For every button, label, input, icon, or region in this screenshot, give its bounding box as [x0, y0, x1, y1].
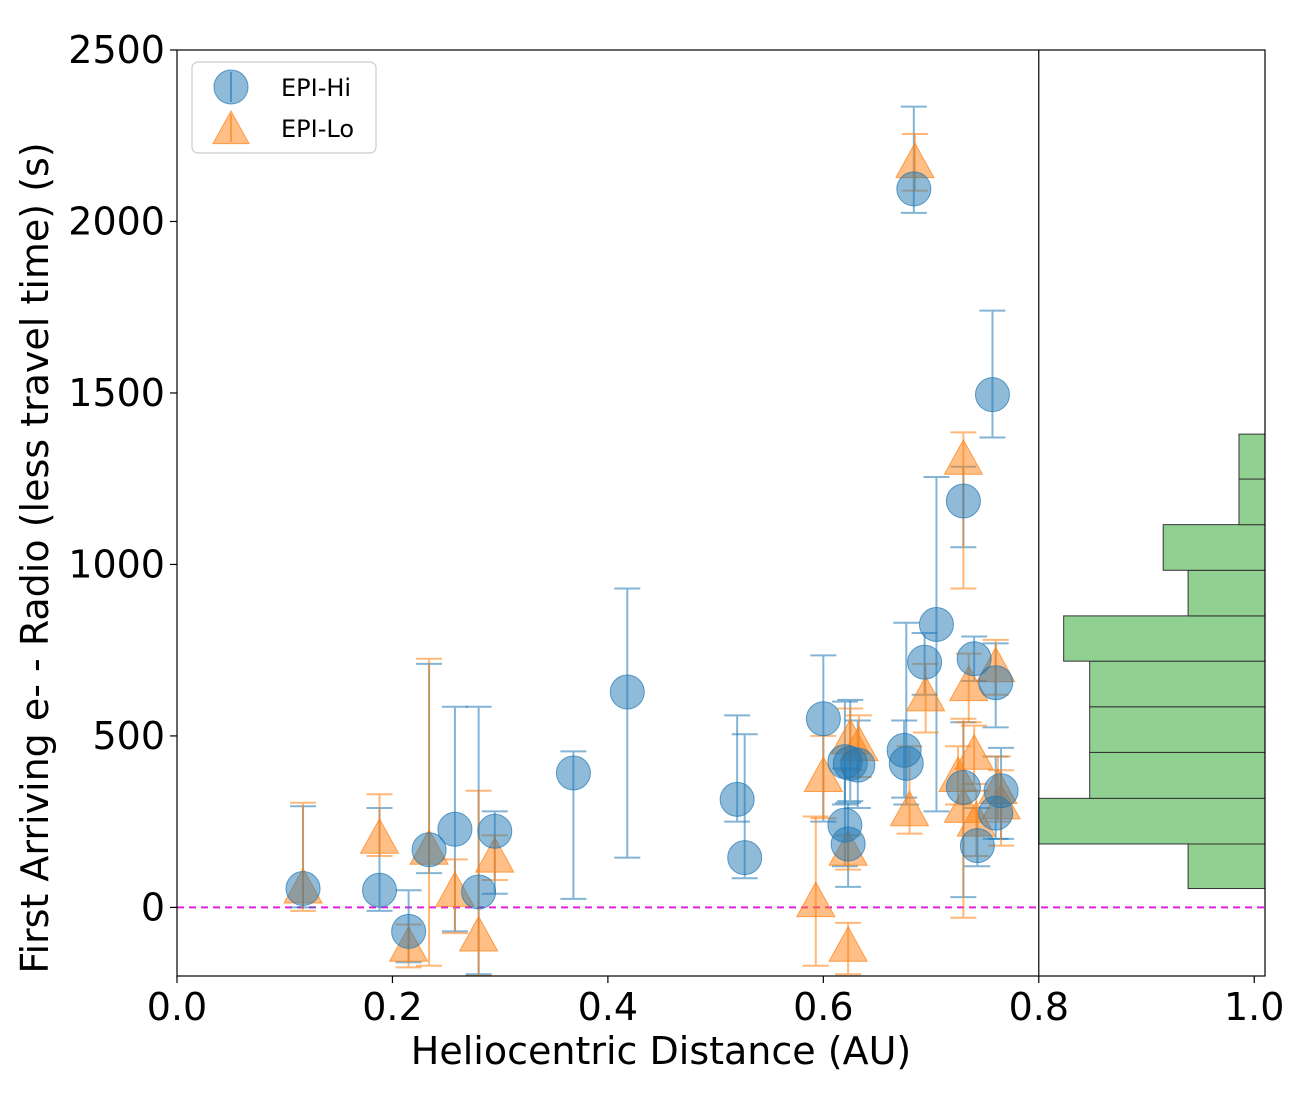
- x-tick-label-5: 1.0: [1224, 985, 1284, 1029]
- x-axis-label: Heliocentric Distance (AU): [411, 1029, 911, 1073]
- legend-epi-hi-label: EPI-Hi: [281, 74, 351, 102]
- epi-hi-point-0: [285, 871, 321, 907]
- error-bars: [290, 105, 1015, 976]
- epi-hi-point-23: [945, 483, 981, 519]
- epi-hi-errorbar-26: [979, 309, 1006, 439]
- y-tick-label-1: 500: [92, 714, 165, 758]
- epi-hi-point-11: [805, 701, 841, 737]
- epi-lo-point-18: [943, 438, 984, 475]
- histogram-bar-9: [1238, 433, 1266, 480]
- y-tick-label-3: 1500: [68, 371, 165, 415]
- plot-frame: [176, 49, 1266, 977]
- epi-hi-point-18: [888, 745, 924, 781]
- x-tick-label-3: 0.6: [793, 985, 853, 1029]
- x-tick-label-0: 0.0: [147, 985, 207, 1029]
- histogram-bar-8: [1238, 478, 1266, 526]
- legend-epi-lo-triangle: [212, 109, 250, 145]
- histogram-bar-7: [1162, 524, 1266, 571]
- epi-lo-point-7: [795, 881, 836, 918]
- y-tick-label-0: 0: [141, 885, 165, 929]
- histogram: [1038, 433, 1266, 890]
- epi-hi-point-26: [974, 377, 1010, 413]
- x-axis-ticks: 0.0 0.2 0.4 0.6 0.8 1.0: [147, 976, 1284, 1029]
- histogram-bar-3: [1089, 706, 1266, 753]
- epi-lo-point-15: [905, 675, 946, 712]
- epi-hi-point-9: [719, 781, 755, 817]
- epi-hi-markers: [285, 171, 1019, 949]
- epi-lo-markers: [283, 142, 1021, 962]
- epi-lo-point-9: [828, 925, 868, 962]
- y-tick-label-4: 2000: [68, 199, 165, 243]
- epi-hi-point-22: [945, 769, 981, 805]
- epi-lo-point-5: [458, 915, 499, 952]
- epi-hi-point-27: [978, 665, 1014, 701]
- epi-hi-point-15: [830, 826, 866, 862]
- legend-epi-lo-label: EPI-Lo: [281, 115, 354, 143]
- legend-epi-hi-marker: [213, 69, 249, 105]
- epi-hi-point-19: [896, 171, 932, 207]
- epi-hi-point-24: [956, 641, 992, 677]
- epi-hi-point-1: [362, 872, 398, 908]
- epi-lo-point-1: [359, 817, 400, 854]
- epi-hi-point-20: [907, 644, 943, 680]
- histogram-bar-4: [1089, 660, 1266, 708]
- epi-hi-point-5: [461, 874, 497, 910]
- epi-lo-point-20: [954, 733, 994, 770]
- epi-hi-point-8: [609, 674, 645, 710]
- y-axis-ticks: 0 500 1000 1500 2000 2500: [68, 28, 177, 929]
- histogram-bar-0: [1187, 843, 1266, 890]
- legend-epi-hi-circle: [213, 69, 249, 105]
- y-axis-label: First Arriving e- - Radio (less travel t…: [13, 142, 57, 973]
- epi-lo-errorbar-3: [416, 657, 443, 967]
- legend: EPI-Hi EPI-Lo: [191, 61, 377, 154]
- epi-hi-point-4: [437, 811, 473, 847]
- epi-hi-point-29: [983, 773, 1019, 809]
- epi-lo-point-13: [889, 790, 930, 827]
- histogram-bar-5: [1063, 615, 1266, 662]
- epi-lo-point-6: [474, 836, 515, 873]
- epi-hi-point-6: [477, 813, 513, 849]
- epi-hi-errorbar-21: [923, 475, 950, 813]
- epi-hi-point-3: [411, 832, 447, 868]
- histogram-bar-1: [1038, 797, 1266, 845]
- histogram-bar-6: [1187, 569, 1266, 617]
- y-tick-label-2: 1000: [68, 542, 165, 586]
- x-tick-label-1: 0.2: [362, 985, 422, 1029]
- x-tick-label-4: 0.8: [1009, 985, 1069, 1029]
- epi-hi-point-21: [918, 606, 954, 642]
- epi-hi-point-25: [959, 828, 995, 864]
- epi-hi-point-10: [727, 840, 763, 876]
- legend-epi-lo-marker: [212, 109, 250, 145]
- epi-hi-errorbar-8: [614, 587, 641, 859]
- x-tick-label-2: 0.4: [578, 985, 638, 1029]
- epi-hi-point-7: [555, 755, 591, 791]
- y-tick-label-5: 2500: [68, 28, 165, 72]
- histogram-bar-2: [1089, 751, 1266, 799]
- epi-hi-point-16: [840, 747, 876, 783]
- epi-hi-point-2: [391, 913, 427, 949]
